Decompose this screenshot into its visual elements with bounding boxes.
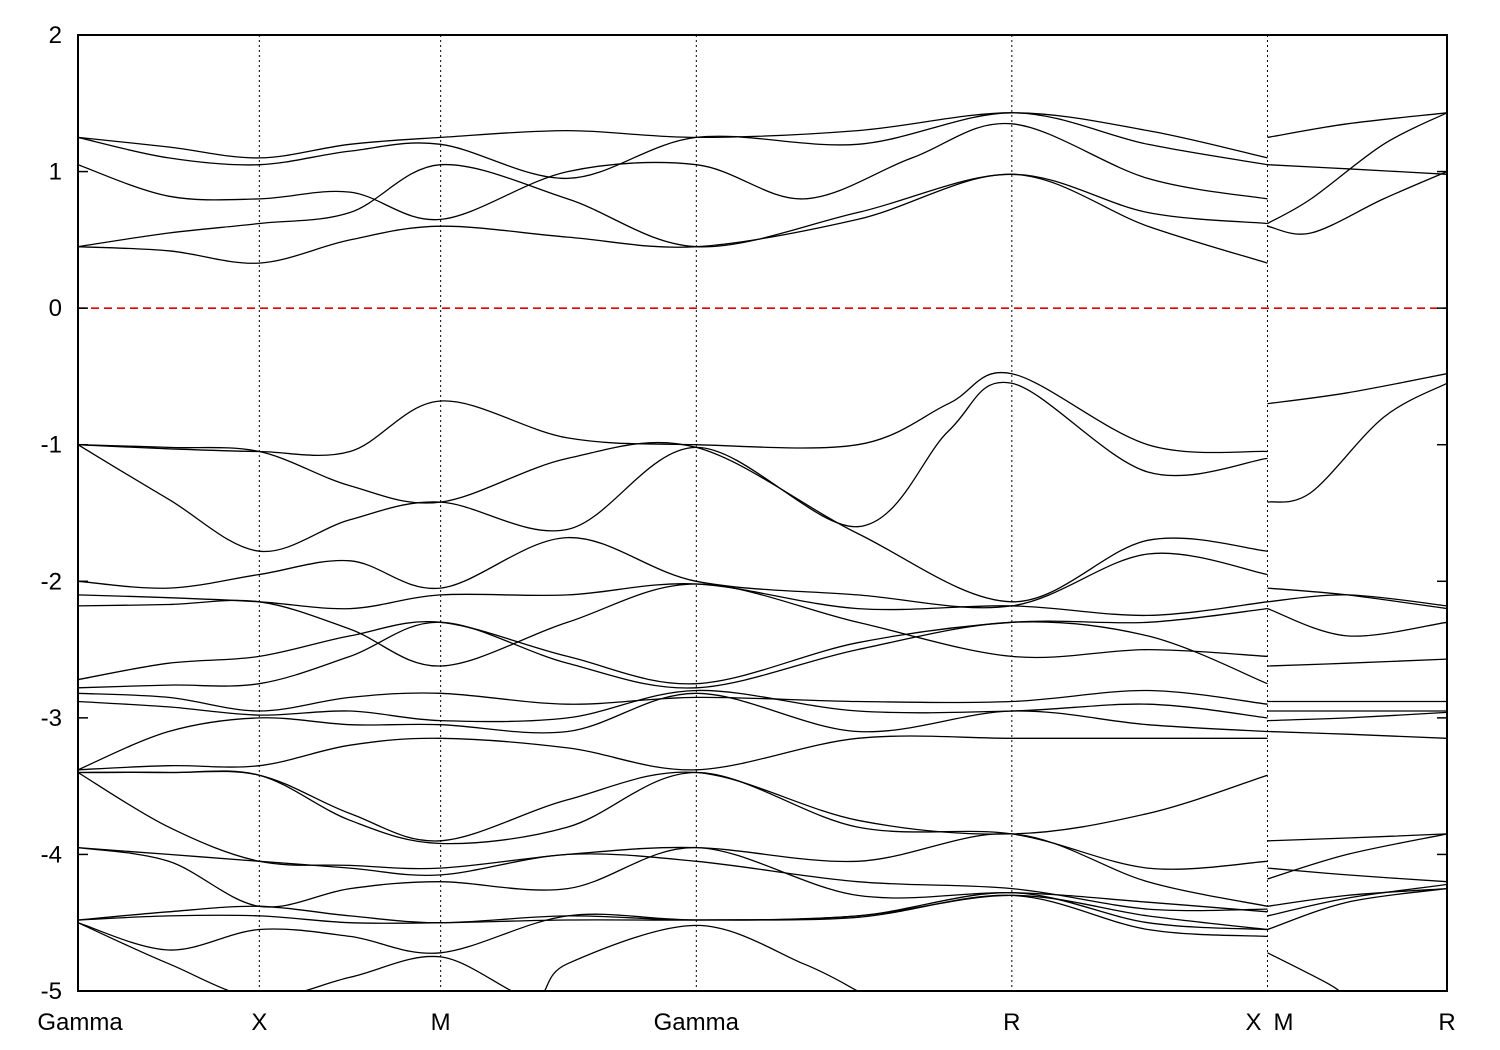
band-line-34 [1267, 594, 1447, 607]
band-line-11 [78, 381, 1268, 553]
band-line-23 [78, 770, 1268, 870]
band-line-45 [1267, 883, 1447, 917]
x-tick-label-r: R [1438, 1009, 1455, 1036]
band-line-28 [78, 894, 1268, 938]
y-tick-label: -5 [41, 978, 62, 1005]
band-line-40 [1267, 730, 1447, 739]
band-line-43 [1267, 833, 1447, 880]
band-line-39 [1267, 711, 1447, 722]
y-tick-label: -3 [41, 705, 62, 732]
band-line-3 [78, 122, 1268, 221]
band-line-12 [78, 441, 1268, 603]
x-tick-label-x: X [251, 1009, 267, 1036]
band-line-4 [78, 163, 1268, 248]
band-line-35 [1267, 607, 1447, 637]
y-tick-label: 0 [49, 295, 62, 322]
band-line-32 [1267, 382, 1447, 503]
y-tick-label: -2 [41, 568, 62, 595]
band-line-30 [78, 922, 858, 991]
band-line-22 [78, 770, 1268, 842]
band-line-41 [1267, 833, 1447, 842]
band-line-16 [78, 607, 1268, 685]
band-line-25 [78, 846, 1268, 912]
x-tick-label-gamma: Gamma [654, 1009, 740, 1036]
band-line-18 [78, 689, 1268, 712]
band-line-2 [78, 112, 1268, 180]
band-line-21 [78, 735, 1268, 771]
kpoint-lines-layer [258, 35, 1268, 991]
x-tick-label-m: M [431, 1009, 451, 1036]
band-line-42 [1267, 867, 1447, 883]
x-tick-label-gamma: Gamma [37, 1009, 123, 1036]
x-tick-label-m: M [1273, 1009, 1293, 1036]
x-axis-labels: Gamma X M Gamma R X M R [37, 1009, 1455, 1036]
band-line-13 [78, 536, 1268, 609]
band-line-7 [1267, 164, 1447, 175]
band-line-6 [1267, 112, 1447, 139]
band-line-20 [78, 692, 1268, 771]
band-line-15 [78, 583, 1268, 667]
band-line-31 [1267, 373, 1447, 405]
x-tick-label-x: X [1245, 1009, 1261, 1036]
band-line-19 [78, 689, 1268, 723]
y-tick-label: -1 [41, 432, 62, 459]
band-line-8 [1267, 112, 1447, 225]
band-line-26 [78, 846, 1268, 913]
band-line-24 [78, 771, 1268, 907]
bands-layer [78, 112, 1447, 991]
band-line-29 [78, 894, 1268, 954]
band-line-9 [1267, 171, 1447, 235]
y-tick-label: 1 [49, 159, 62, 186]
band-line-1 [78, 112, 1268, 159]
plot-frame [77, 34, 1448, 992]
y-tick-label: 2 [49, 22, 62, 49]
y-tick-label: -4 [41, 841, 62, 868]
x-tick-label-r: R [1003, 1009, 1020, 1036]
band-line-44 [1267, 887, 1447, 907]
band-line-14 [78, 583, 1268, 617]
band-line-46 [1267, 887, 1447, 931]
band-line-5 [78, 173, 1268, 264]
y-axis-ticks: 2 1 0 -1 -2 -3 -4 -5 [41, 22, 1447, 1005]
band-line-47 [1267, 952, 1341, 991]
band-line-36 [1267, 658, 1447, 667]
band-line-27 [78, 892, 1268, 931]
band-line-17 [78, 621, 1268, 689]
